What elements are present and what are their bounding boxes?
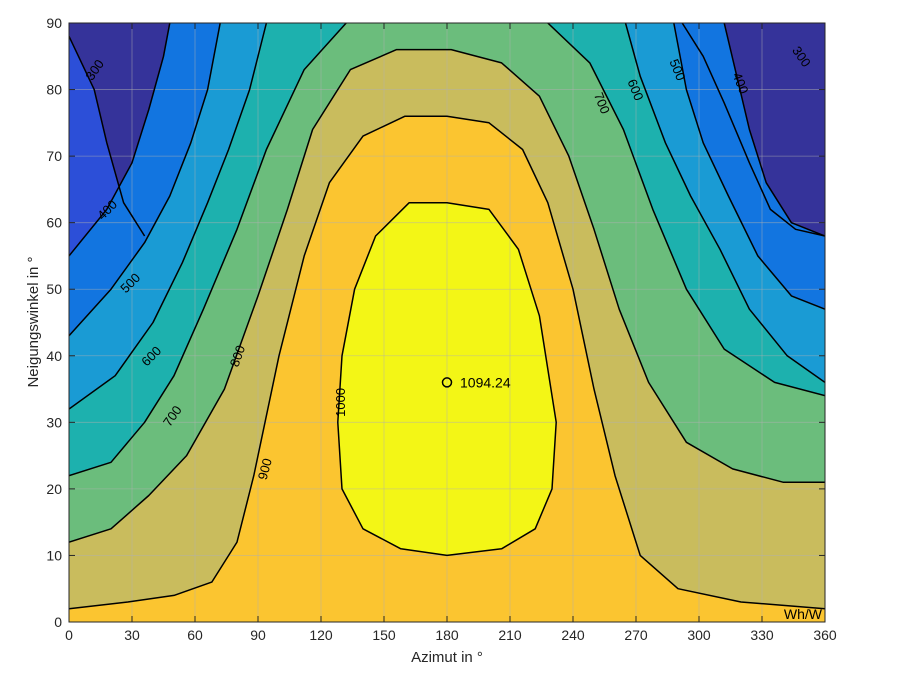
contour-line-300	[681, 23, 825, 237]
contour-label-group: 900	[255, 457, 275, 482]
y-tick-label: 90	[46, 15, 62, 31]
contour-label-group: 1000	[333, 388, 348, 417]
max-point-label: 1094.24	[460, 374, 511, 390]
x-tick-label: 300	[687, 627, 711, 643]
max-marker-group: 1094.24	[441, 374, 511, 390]
x-axis-label: Azimut in °	[411, 649, 483, 666]
y-axis-label: Neigungswinkel in °	[25, 256, 42, 387]
x-tick-label: 180	[435, 627, 459, 643]
contour-line-500	[69, 23, 221, 337]
y-tick-label: 20	[46, 481, 62, 497]
x-axis-ticks: 0 30 60 90 120 150 180 210 240 270 300 330 360	[65, 23, 837, 643]
x-tick-label: 270	[624, 627, 648, 643]
contour-line-600	[624, 23, 825, 384]
contour-label-800: 800	[227, 343, 249, 369]
contour-label-1000: 1000	[333, 388, 348, 417]
x-tick-label: 210	[498, 627, 522, 643]
x-tick-label: 0	[65, 627, 73, 643]
y-tick-label: 70	[46, 148, 62, 164]
contour-line-800	[69, 48, 825, 543]
contour-line-700	[69, 23, 347, 477]
contour-line-300	[69, 35, 146, 237]
y-tick-label: 10	[46, 547, 62, 563]
contour-line-500	[673, 23, 825, 310]
y-tick-label: 0	[54, 614, 62, 630]
x-tick-label: 360	[813, 627, 837, 643]
contour-line-400	[723, 23, 825, 237]
y-tick-label: 30	[46, 414, 62, 430]
contour-line-1000	[337, 201, 557, 557]
contour-line-900	[69, 115, 825, 610]
y-tick-label: 50	[46, 281, 62, 297]
x-tick-label: 120	[309, 627, 333, 643]
contour-lines	[69, 23, 825, 610]
x-tick-label: 30	[124, 627, 140, 643]
contour-line-700	[547, 23, 825, 397]
x-tick-label: 60	[187, 627, 203, 643]
grid	[69, 23, 825, 622]
contour-label-900: 900	[255, 457, 275, 482]
x-tick-label: 150	[372, 627, 396, 643]
x-tick-label: 240	[561, 627, 585, 643]
y-tick-label: 80	[46, 82, 62, 98]
y-axis-ticks: 0 10 20 30 40 50 60 70 80 90	[46, 15, 825, 630]
contour-line-600	[69, 23, 268, 410]
max-point-marker	[441, 377, 453, 388]
x-tick-label: 330	[750, 627, 774, 643]
contour-line-400	[69, 23, 171, 257]
y-tick-label: 40	[46, 348, 62, 364]
x-tick-label: 90	[250, 627, 266, 643]
unit-label: Wh/W	[784, 606, 823, 622]
y-tick-label: 60	[46, 215, 62, 231]
contour-label-group: 800	[227, 343, 249, 369]
